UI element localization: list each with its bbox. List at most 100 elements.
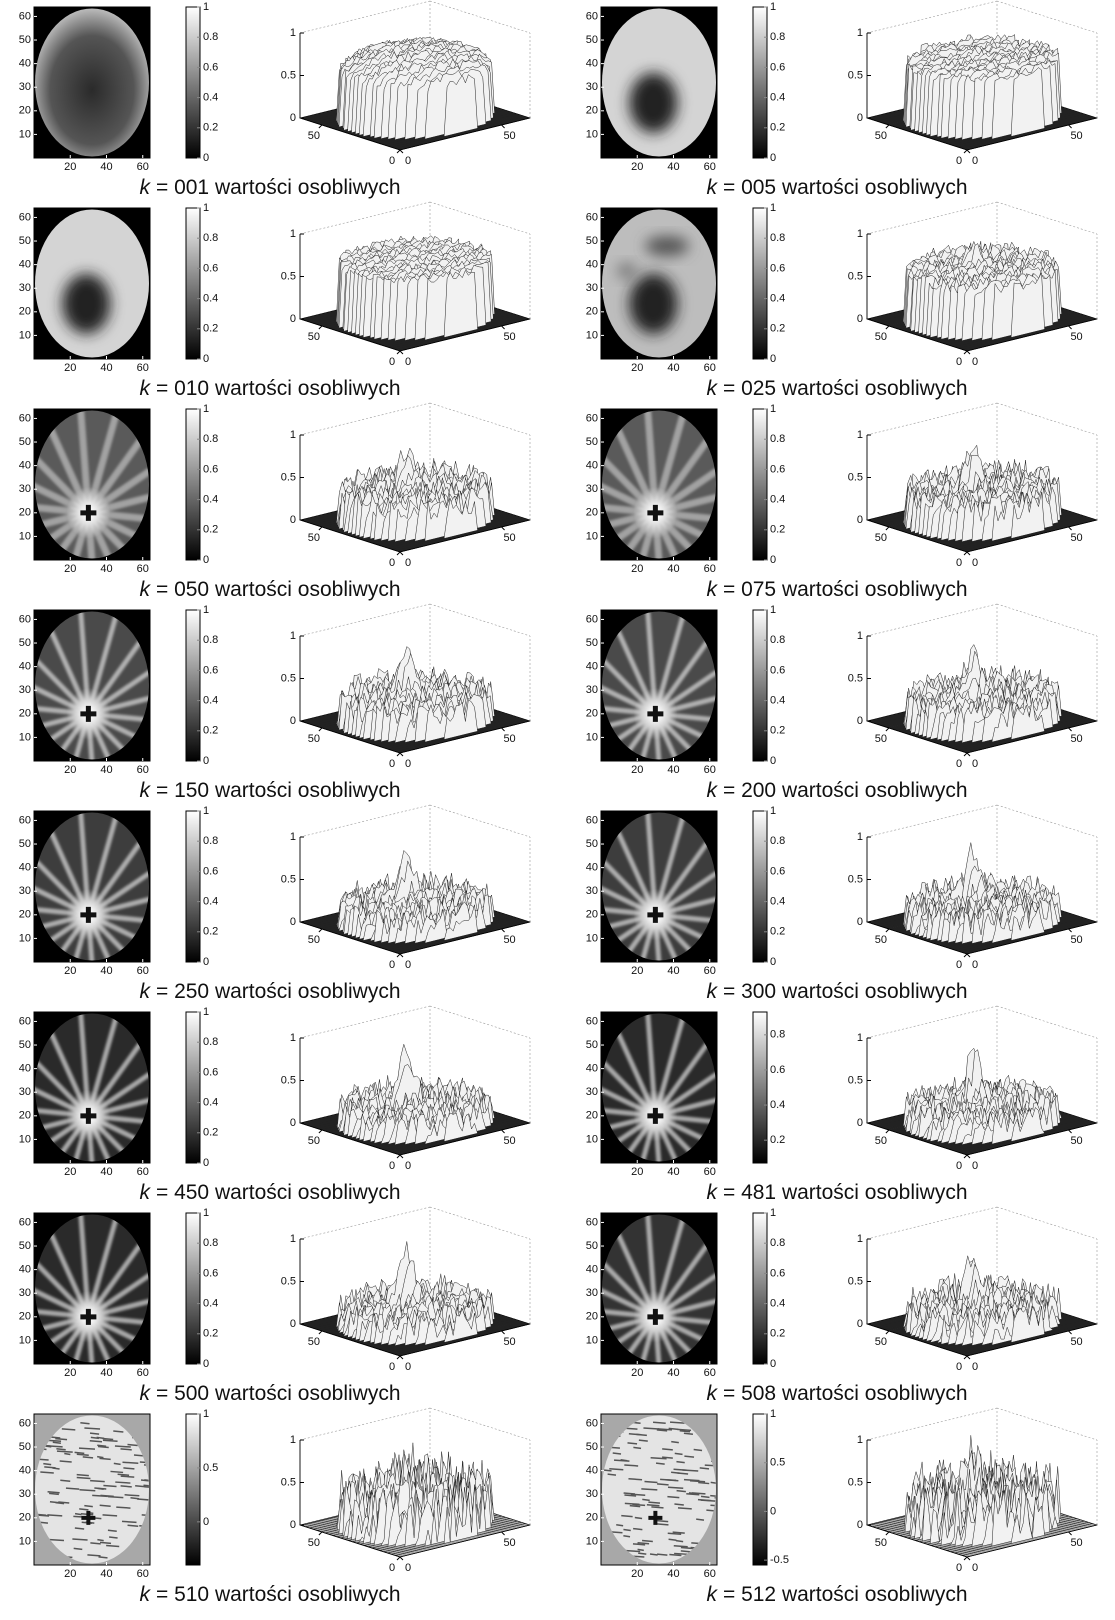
- y3-tick-label: 0: [405, 557, 411, 569]
- image-stripe: [669, 1428, 679, 1429]
- image-stripe: [623, 1536, 630, 1537]
- x-tick-label: 60: [137, 764, 149, 776]
- colorbar-tick-label: 0.8: [203, 232, 218, 244]
- y-tick-label: 10: [19, 530, 31, 542]
- y3-tick-label: 0: [972, 356, 978, 368]
- z-tick-label: 0.5: [281, 1476, 296, 1488]
- x3-tick-label: 50: [308, 130, 320, 142]
- x3-tick: [319, 1130, 322, 1133]
- caption-text: = 500 wartości osobliwych: [156, 1382, 401, 1405]
- x3-tick-label: 50: [308, 1336, 320, 1348]
- z-tick-label: 0: [290, 112, 296, 124]
- image-stripe: [616, 1525, 623, 1526]
- caption: k= 250 wartości osobliwych: [139, 980, 400, 1003]
- x3-tick-label: 50: [875, 532, 887, 544]
- caption-variable: k: [706, 176, 718, 199]
- caption: k= 050 wartości osobliwych: [139, 578, 400, 601]
- x3-tick-label: 0: [389, 959, 395, 971]
- y3-tick-label: 50: [1070, 934, 1082, 946]
- image-stripe: [103, 1485, 116, 1486]
- y3-tick-label: 50: [1070, 733, 1082, 745]
- surface-box: [867, 202, 997, 234]
- surface-box: [300, 1207, 430, 1239]
- colorbar-tick-label: 0.8: [770, 232, 785, 244]
- caption-variable: k: [139, 1583, 151, 1606]
- image-stripe: [57, 1451, 73, 1452]
- image-stripe: [613, 1453, 621, 1454]
- y-tick-label: 50: [586, 1240, 598, 1252]
- image-stripe: [90, 1543, 100, 1544]
- image-stripe: [115, 1482, 130, 1483]
- y3-tick: [1069, 527, 1072, 530]
- surface-plot: 00.51050050: [281, 202, 530, 368]
- z-tick-label: 0: [857, 514, 863, 526]
- colorbar-tick-label: 0.8: [770, 634, 785, 646]
- z-tick-label: 0.5: [281, 1074, 296, 1086]
- x3-tick-label: 50: [308, 331, 320, 343]
- colorbar: [753, 1414, 767, 1565]
- z-tick-label: 0: [290, 514, 296, 526]
- surface-box: [867, 1408, 997, 1440]
- z-tick-label: 1: [290, 27, 296, 39]
- x3-tick: [886, 728, 889, 731]
- image-stripe: [100, 1542, 111, 1543]
- z-tick-label: 0.5: [281, 471, 296, 483]
- caption-text: = 010 wartości osobliwych: [156, 377, 401, 400]
- caption-variable: k: [706, 1382, 718, 1405]
- x3-tick-label: 0: [956, 356, 962, 368]
- caption-text: = 481 wartości osobliwych: [723, 1181, 968, 1204]
- colorbar-tick-label: 0.6: [770, 463, 785, 475]
- image-stripe: [106, 1546, 119, 1547]
- surface-plot: 00.51050050: [848, 1, 1097, 167]
- colorbar-tick-label: 0.2: [203, 1328, 218, 1340]
- caption-text: = 250 wartości osobliwych: [156, 980, 401, 1003]
- colorbar: [753, 610, 767, 761]
- surface-box: [867, 1006, 997, 1038]
- surface-box: [867, 805, 997, 837]
- y-tick-label: 50: [586, 235, 598, 247]
- x3-tick-label: 0: [956, 1562, 962, 1574]
- z-tick-label: 0.5: [848, 873, 863, 885]
- x-tick-label: 60: [704, 563, 716, 575]
- y-tick-label: 60: [586, 412, 598, 424]
- x-tick-label: 60: [704, 965, 716, 977]
- caption-text: = 200 wartości osobliwych: [723, 779, 968, 802]
- image-stripe: [116, 1507, 130, 1508]
- colorbar-tick-label: 0: [203, 1516, 209, 1528]
- surface-box: [300, 403, 430, 435]
- colorbar: [186, 1012, 200, 1163]
- colorbar: [186, 1213, 200, 1364]
- x3-tick: [397, 552, 400, 555]
- colorbar-tick-label: -0.5: [770, 1554, 789, 1566]
- colorbar-tick-label: 0.2: [770, 323, 785, 335]
- z-tick-label: 0.5: [848, 1476, 863, 1488]
- x3-tick-label: 50: [875, 1336, 887, 1348]
- surface-plot: 00.51050050: [848, 604, 1097, 770]
- colorbar-tick-label: 0.4: [770, 695, 785, 707]
- panel: 20406010203040506000.20.40.60.8100.51050…: [586, 202, 1097, 400]
- x-tick-label: 40: [667, 764, 679, 776]
- x-tick-label: 20: [64, 362, 76, 374]
- y-tick-label: 30: [586, 1086, 598, 1098]
- y3-tick-label: 0: [972, 758, 978, 770]
- image-blob: [629, 73, 677, 133]
- y3-tick: [502, 1130, 505, 1133]
- caption-text: = 150 wartości osobliwych: [156, 779, 401, 802]
- colorbar-tick-label: 0.4: [770, 293, 785, 305]
- z-tick-label: 0: [857, 1318, 863, 1330]
- image-stripe: [651, 1507, 663, 1508]
- image-stripe: [662, 1449, 673, 1450]
- caption-text: = 075 wartości osobliwych: [723, 578, 968, 601]
- surface-plot: 00.51050050: [281, 604, 530, 770]
- surface-box: [997, 1006, 1097, 1038]
- y-tick-label: 50: [19, 34, 31, 46]
- x3-tick: [964, 552, 967, 555]
- x3-tick-label: 50: [875, 1537, 887, 1549]
- x3-tick-label: 0: [389, 155, 395, 167]
- image-stripe: [79, 1509, 88, 1510]
- y3-tick: [967, 753, 970, 756]
- colorbar-tick-label: 0: [770, 1505, 776, 1517]
- x-tick-label: 20: [64, 1367, 76, 1379]
- colorbar-tick-label: 1: [770, 1207, 776, 1219]
- panel: 204060102030405060-0.500.5100.51050050k=…: [586, 1408, 1097, 1606]
